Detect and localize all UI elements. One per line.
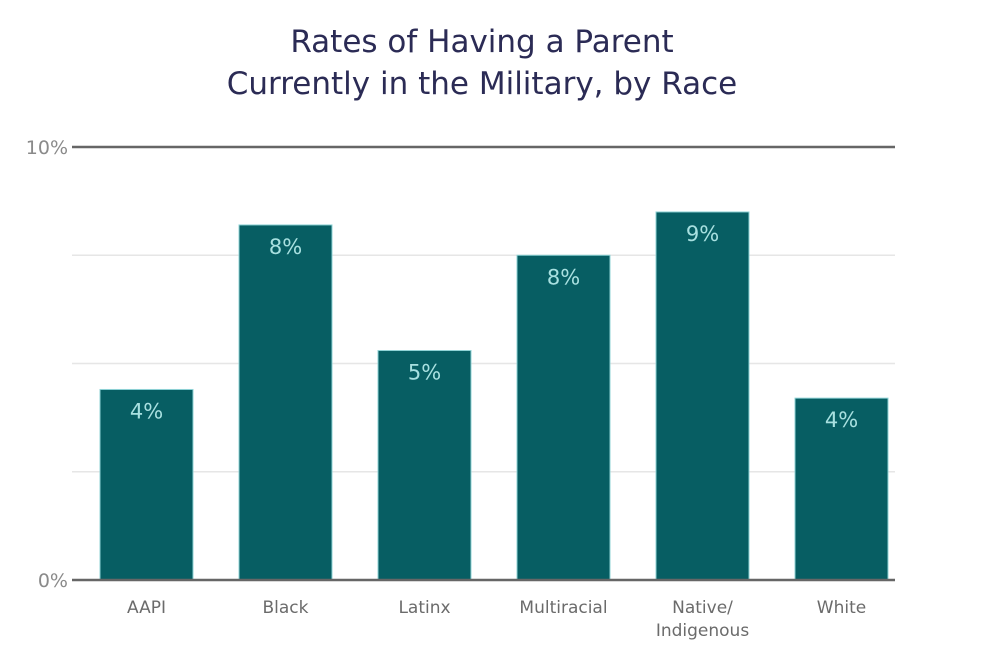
x-tick-label-5: White — [817, 598, 866, 618]
chart-title-line-1: Rates of Having a Parent — [290, 24, 673, 60]
bar-black — [238, 224, 333, 581]
data-label-4: 9% — [686, 222, 719, 246]
x-tick-label-1: Black — [263, 598, 309, 618]
y-tick-label-0: 0% — [38, 570, 68, 592]
bar-white — [794, 397, 889, 581]
x-tick-label-3: Multiracial — [519, 598, 607, 618]
x-tick-label-4-line-0: Native/ — [672, 598, 733, 618]
bar-latinx — [377, 350, 472, 581]
y-tick-label-1: 10% — [26, 137, 68, 159]
data-label-0: 4% — [130, 399, 163, 423]
chart-title-line-2: Currently in the Military, by Race — [227, 66, 737, 102]
data-label-1: 8% — [269, 235, 302, 259]
x-tick-label-4-line-1: Indigenous — [656, 621, 750, 641]
bar-multiracial — [516, 254, 611, 581]
data-label-5: 4% — [825, 408, 858, 432]
bar-native-indigenous — [655, 211, 750, 581]
data-label-3: 8% — [547, 265, 580, 289]
x-tick-label-2: Latinx — [398, 598, 450, 618]
data-label-2: 5% — [408, 361, 441, 385]
x-tick-label-0: AAPI — [127, 598, 166, 618]
bar-aapi — [99, 388, 194, 581]
